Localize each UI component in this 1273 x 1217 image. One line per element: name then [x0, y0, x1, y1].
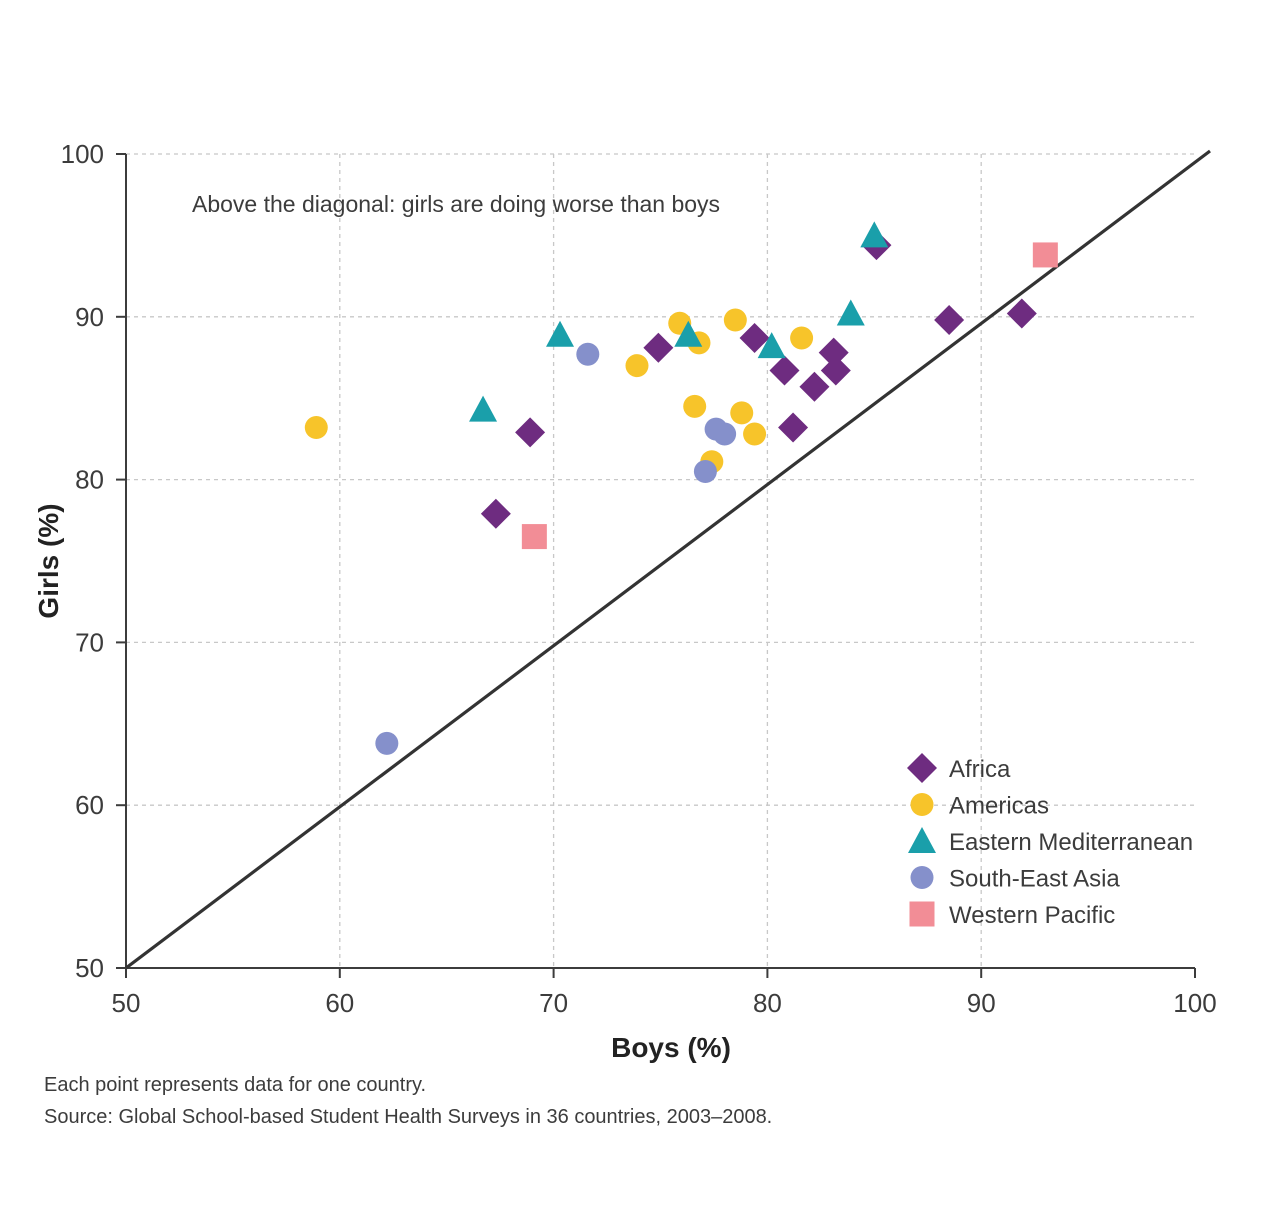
diagonal-line-segment: [125, 149, 1211, 970]
point-eastern-mediterranean: [757, 332, 786, 359]
tick-marks-and-labels: 50 60 70 80 90 100 50 60 70 80 90 100: [61, 139, 1217, 1018]
point-western-pacific: [1032, 242, 1058, 268]
legend-marker-south-east-asia: [910, 866, 934, 889]
point-africa: [739, 322, 770, 353]
point-africa: [934, 305, 965, 336]
point-africa: [820, 355, 851, 386]
footnote-source: Source: Global School-based Student Heal…: [44, 1106, 773, 1128]
legend-label-eastern-mediterranean: Eastern Mediterranean: [949, 829, 1193, 856]
data-points: [304, 221, 1058, 755]
y-tick-label: 80: [75, 465, 104, 495]
point-americas: [683, 394, 707, 418]
point-south-east-asia: [576, 342, 600, 366]
point-africa: [769, 355, 800, 386]
point-western-pacific: [521, 524, 547, 550]
y-tick-label: 90: [75, 302, 104, 332]
point-eastern-mediterranean: [674, 320, 703, 347]
legend-marker-western-pacific: [909, 901, 935, 927]
x-tick-label: 60: [325, 988, 354, 1018]
point-africa: [515, 417, 546, 448]
point-south-east-asia: [375, 731, 399, 755]
x-tick-label: 100: [1173, 988, 1216, 1018]
legend-marker-eastern-mediterranean: [908, 827, 936, 853]
legend-marker-africa: [907, 753, 937, 783]
annotation-text: Above the diagonal: girls are doing wors…: [192, 191, 720, 217]
point-africa: [480, 498, 511, 529]
y-tick-label: 50: [75, 953, 104, 983]
point-americas: [743, 422, 767, 446]
legend-label-south-east-asia: South-East Asia: [949, 866, 1120, 893]
x-tick-label: 80: [753, 988, 782, 1018]
diagonal-line: [125, 149, 1211, 970]
legend-label-western-pacific: Western Pacific: [949, 902, 1115, 929]
x-tick-label: 90: [967, 988, 996, 1018]
x-tick-label: 70: [539, 988, 568, 1018]
y-tick-label: 70: [75, 627, 104, 657]
point-americas: [790, 326, 814, 350]
point-africa: [1006, 298, 1037, 329]
legend: Africa Americas Eastern Mediterranean South…: [907, 753, 1193, 929]
point-south-east-asia: [713, 422, 737, 446]
point-eastern-mediterranean: [546, 320, 575, 347]
legend-label-americas: Americas: [949, 793, 1049, 820]
point-africa: [643, 332, 674, 363]
y-axis-title: Girls (%): [33, 503, 64, 618]
point-eastern-mediterranean: [469, 395, 498, 422]
point-africa: [799, 371, 830, 402]
axes: [125, 154, 1195, 969]
legend-marker-americas: [910, 793, 934, 816]
point-americas: [723, 308, 747, 332]
y-tick-label: 60: [75, 790, 104, 820]
point-africa: [778, 412, 809, 443]
legend-label-africa: Africa: [949, 756, 1011, 783]
point-americas: [304, 416, 328, 440]
footnote-note: Each point represents data for one count…: [44, 1074, 427, 1096]
point-americas: [625, 354, 649, 378]
point-eastern-mediterranean: [836, 299, 865, 326]
x-axis-title: Boys (%): [611, 1032, 731, 1063]
point-africa: [818, 337, 849, 368]
point-americas: [730, 401, 754, 425]
point-south-east-asia: [693, 459, 717, 483]
x-tick-label: 50: [112, 988, 141, 1018]
point-eastern-mediterranean: [860, 221, 889, 248]
y-tick-label: 100: [61, 139, 104, 169]
